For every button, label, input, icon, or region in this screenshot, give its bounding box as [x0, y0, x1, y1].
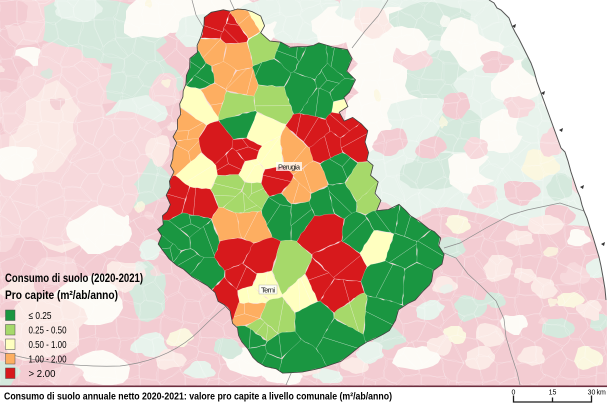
svg-text:0: 0	[512, 390, 516, 397]
svg-text:30: 30	[588, 390, 596, 397]
svg-text:≤ 0.25: ≤ 0.25	[29, 310, 52, 322]
svg-text:Pro capite (m²/ab/anno): Pro capite (m²/ab/anno)	[5, 288, 118, 302]
svg-text:km: km	[597, 390, 607, 397]
svg-text:Terni: Terni	[261, 286, 275, 295]
svg-text:1.00 - 2.00: 1.00 - 2.00	[29, 354, 67, 366]
svg-text:Consumo di suolo (2020-2021): Consumo di suolo (2020-2021)	[5, 271, 143, 285]
svg-text:Consumo di suolo annuale netto: Consumo di suolo annuale netto 2020-2021…	[4, 392, 392, 403]
svg-text:> 2.00: > 2.00	[29, 368, 56, 380]
svg-text:15: 15	[549, 390, 557, 397]
svg-text:Perugia: Perugia	[278, 163, 301, 172]
svg-text:0.25 - 0.50: 0.25 - 0.50	[29, 325, 67, 337]
svg-text:0.50 - 1.00: 0.50 - 1.00	[29, 339, 67, 351]
